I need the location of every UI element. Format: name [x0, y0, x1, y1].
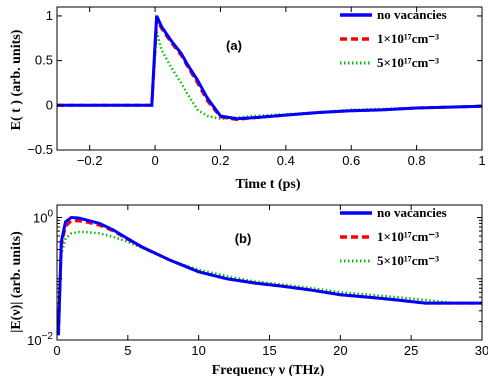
x-tick-label: 0: [151, 153, 158, 168]
legend-b-label-5e17: 5×10¹⁷cm⁻³: [377, 253, 439, 268]
y-tick-label: 10−2: [27, 331, 53, 348]
x-tick-label: 10: [191, 343, 205, 358]
y-tick-label: 100: [33, 209, 53, 226]
panel-b: 0 5 10 15 20 25 30 10−2 100 (b) Frequency ν (THz…: [9, 204, 488, 376]
panel-b-label: (b): [235, 231, 252, 246]
legend-a-label-5e17: 5×10¹⁷cm⁻³: [377, 55, 439, 70]
panel-a-xlabel: Time t (ps): [235, 177, 300, 192]
panel-b-legend: no vacancies 1×10¹⁷cm⁻³ 5×10¹⁷cm⁻³: [340, 205, 447, 268]
x-tick-label: 25: [404, 343, 418, 358]
x-tick-label: 0.8: [408, 153, 426, 168]
x-tick-label: 0: [53, 343, 60, 358]
y-tick-label: 0.5: [35, 53, 53, 68]
panel-b-ylabel: |E(ν)| (arb. units): [9, 231, 24, 333]
y-tick-label: 0: [46, 97, 53, 112]
panel-a-axes: −0.2 0 0.2 0.4 0.6 0.8 1 −0.5 0 0.5 1: [27, 6, 486, 168]
x-tick-label: −0.2: [77, 153, 103, 168]
panel-b-frame: [56, 204, 483, 341]
legend-b-label-no-vacancies: no vacancies: [377, 205, 447, 220]
panel-a-ylabel: E( t ) (arb. units): [9, 29, 24, 130]
x-tick-label: 5: [124, 343, 131, 358]
x-tick-label: 30: [475, 343, 488, 358]
panel-b-axes: 0 5 10 15 20 25 30 10−2 100: [27, 204, 488, 358]
x-tick-label: 0.2: [211, 153, 229, 168]
panel-a: −0.2 0 0.2 0.4 0.6 0.8 1 −0.5 0 0.5 1 (a) Time t (…: [9, 6, 486, 192]
y-tick-label: 1: [46, 8, 53, 23]
legend-b-label-1e17: 1×10¹⁷cm⁻³: [377, 229, 439, 244]
panel-b-plot-area: [57, 215, 482, 336]
panel-a-plot-area: [57, 14, 482, 122]
panel-a-legend: no vacancies 1×10¹⁷cm⁻³ 5×10¹⁷cm⁻³: [340, 7, 447, 70]
panel-b-xlabel: Frequency ν (THz): [212, 363, 325, 376]
x-tick-label: 15: [262, 343, 276, 358]
panel-a-label: (a): [226, 38, 242, 53]
series-line-no-vacancies: [57, 15, 482, 121]
series-line-1e17: [57, 14, 482, 122]
x-tick-label: 1: [478, 153, 485, 168]
series-line-no-vacancies: [57, 215, 482, 336]
x-tick-label: 0.4: [277, 153, 295, 168]
y-tick-label: −0.5: [27, 142, 53, 157]
legend-a-label-1e17: 1×10¹⁷cm⁻³: [377, 31, 439, 46]
x-tick-label: 20: [333, 343, 347, 358]
panel-a-frame: [56, 6, 483, 151]
x-tick-label: 0.6: [342, 153, 360, 168]
legend-a-label-no-vacancies: no vacancies: [377, 7, 447, 22]
